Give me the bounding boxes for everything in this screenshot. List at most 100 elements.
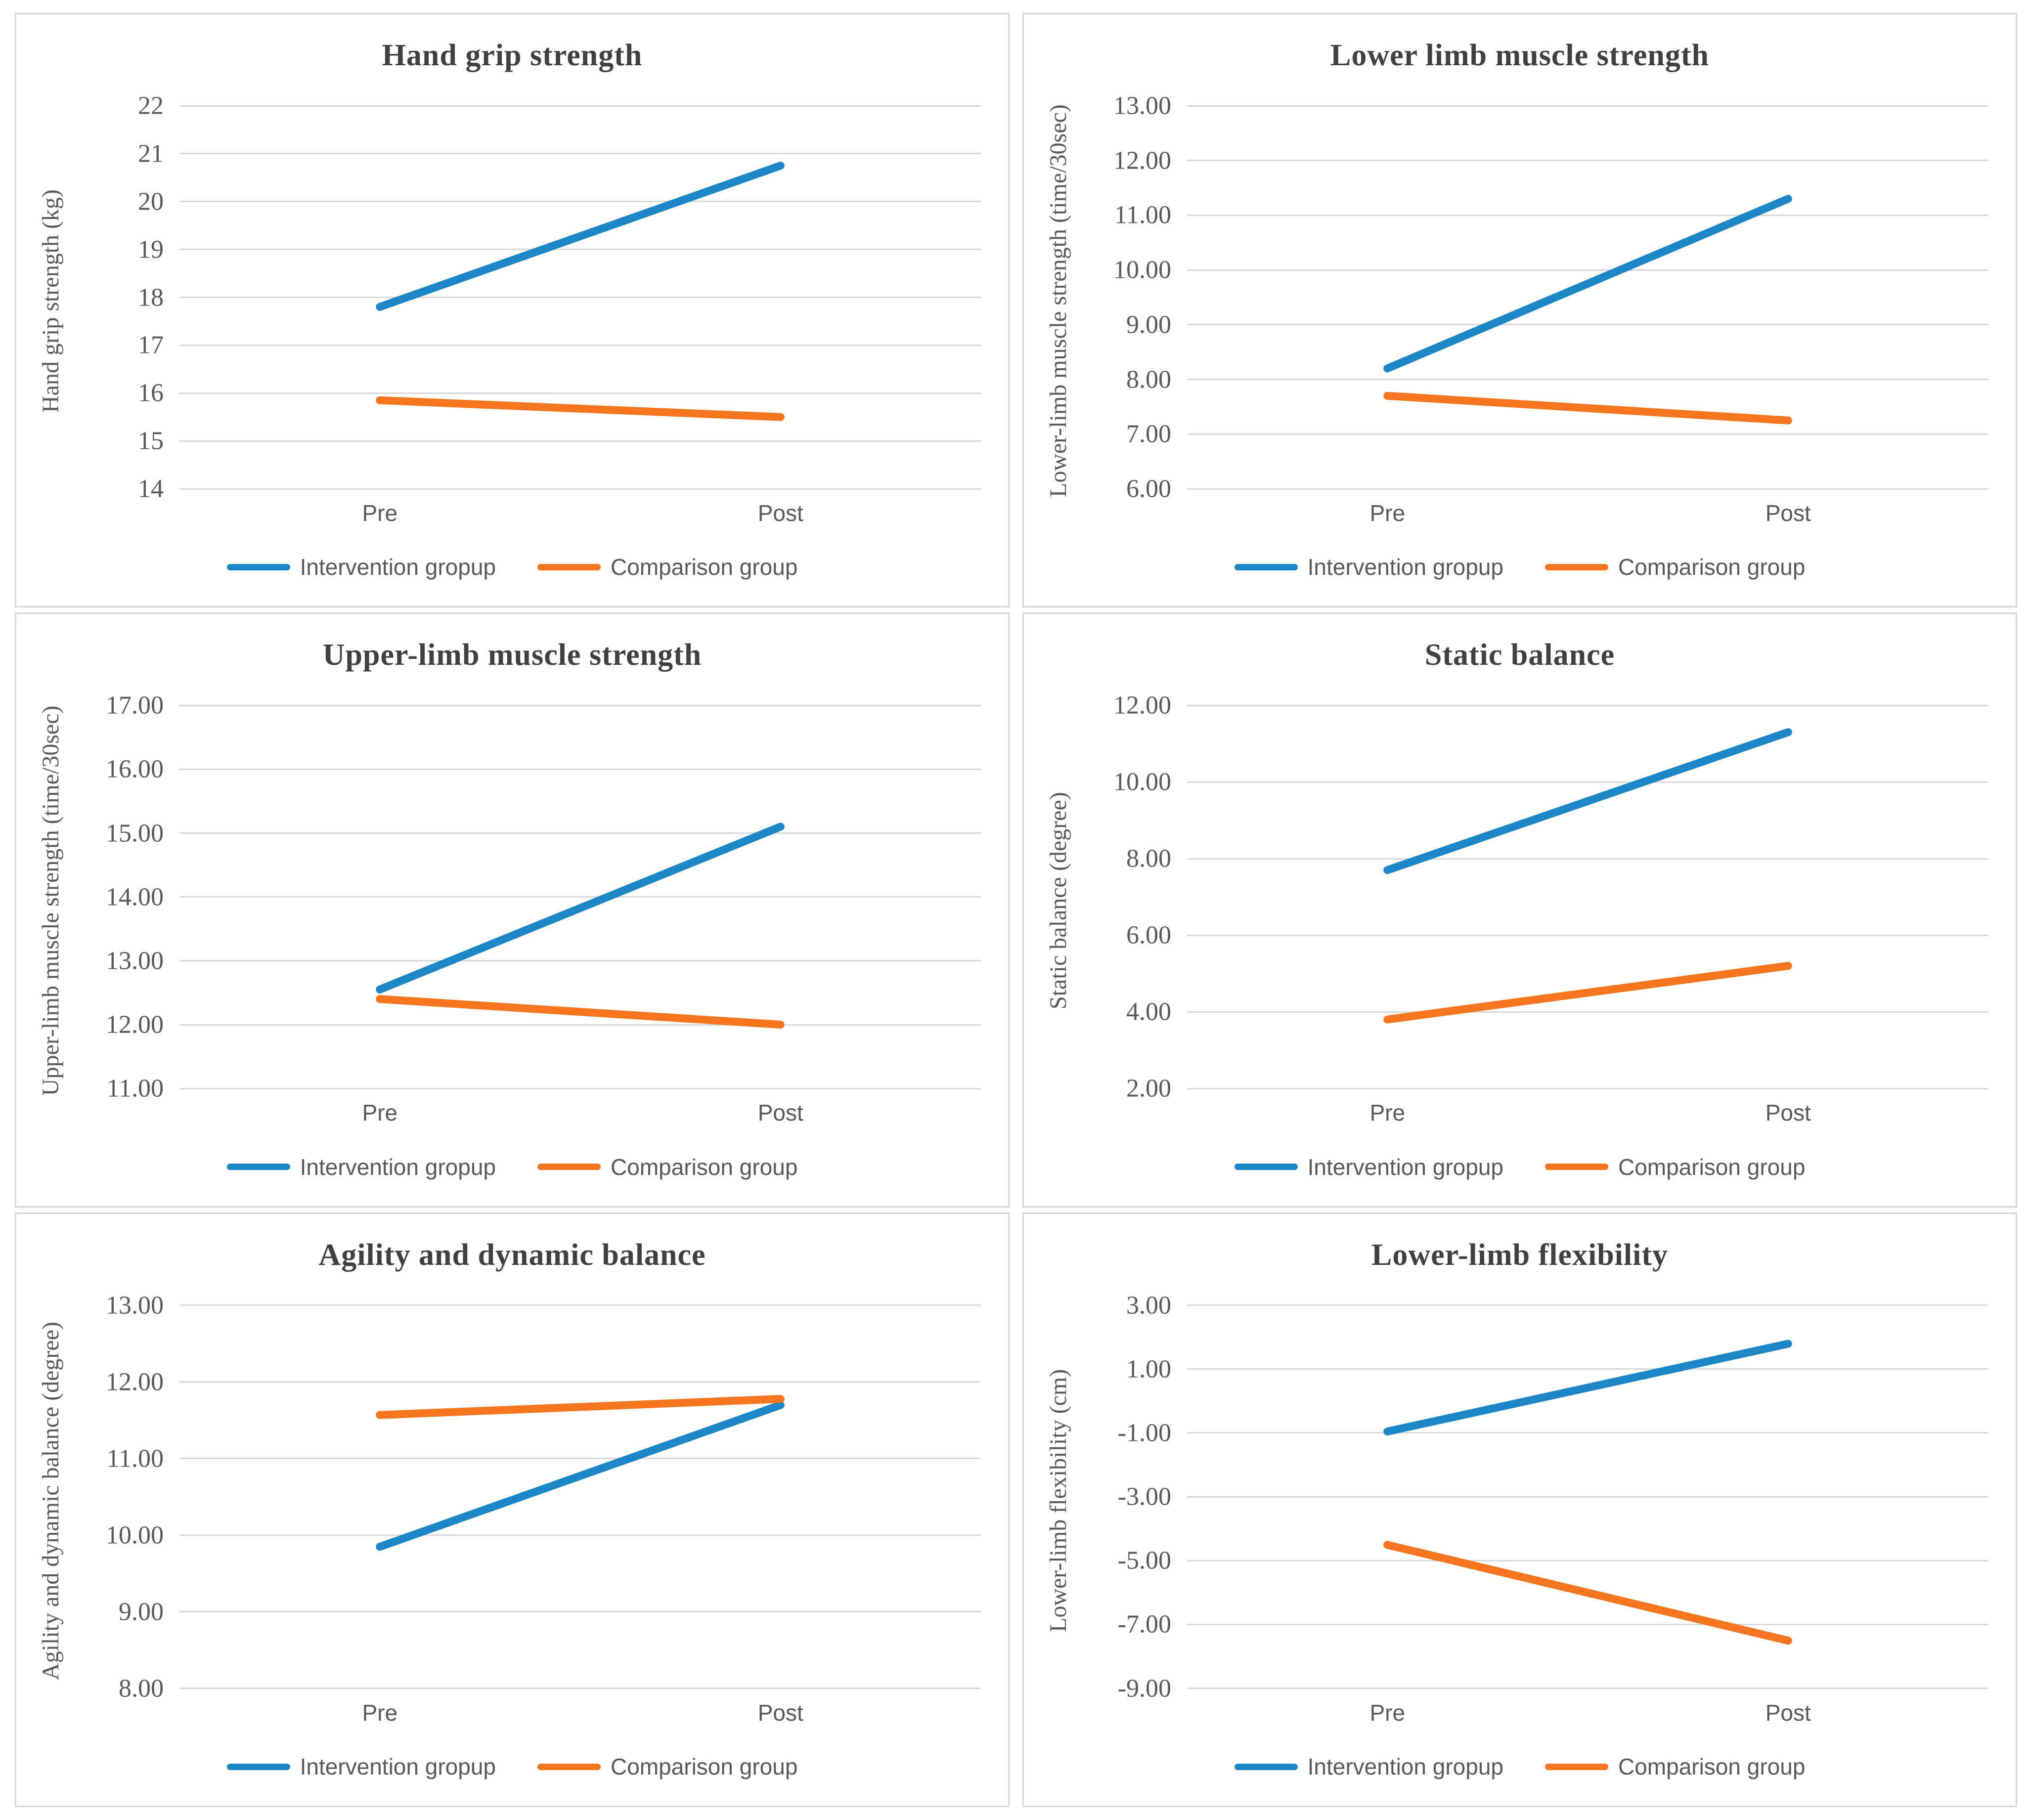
y-tick-label: 8.00 (119, 1674, 164, 1703)
series-line-intervention (376, 1401, 785, 1551)
y-axis-title: Static balance (degree) (1045, 792, 1071, 1010)
y-tick-label: 12.00 (1113, 146, 1171, 175)
series-line-intervention (1383, 728, 1792, 874)
legend: Intervention gropup Comparison group (16, 1154, 1008, 1180)
y-tick-label: 15 (138, 427, 164, 455)
series-line-comparison (376, 1394, 785, 1419)
gridline (1187, 1304, 1988, 1306)
chart-panel-lower-limb-flexibility: Lower-limb flexibility Lower-limb flexib… (1022, 1212, 2017, 1807)
series-lines-svg (376, 823, 785, 1029)
y-axis-title: Lower-limb flexibility (cm) (1045, 1369, 1071, 1632)
gridline (179, 1087, 981, 1089)
legend-line-swatch-comparison (537, 1164, 601, 1170)
gridline (179, 1534, 981, 1536)
x-category-label: Post (1765, 1699, 1811, 1726)
series-line-intervention (1383, 1340, 1792, 1435)
chart-title: Upper-limb muscle strength (322, 638, 702, 672)
gridline (179, 440, 981, 442)
y-tick-label: 16.00 (106, 755, 164, 783)
gridline (1187, 934, 1988, 936)
legend-line-swatch-intervention (226, 1763, 290, 1770)
x-category-label: Post (757, 1699, 803, 1726)
series-line-comparison (1383, 962, 1792, 1024)
legend: Intervention gropup Comparison group (1024, 1753, 2016, 1780)
legend-line-swatch-comparison (537, 563, 601, 570)
legend-item: Intervention gropup (226, 1154, 496, 1180)
series-line-comparison (376, 396, 785, 421)
y-tick-label: 15.00 (106, 819, 164, 848)
y-axis-title: Hand grip strength (kg) (38, 189, 64, 413)
y-tick-label: 1.00 (1126, 1355, 1171, 1384)
y-tick-label: 14.00 (106, 883, 164, 911)
chart-title: Lower limb muscle strength (1330, 39, 1709, 72)
y-tick-label: 17.00 (106, 691, 164, 720)
gridline (1187, 1368, 1988, 1370)
y-tick-label: 10.00 (1113, 768, 1171, 796)
y-tick-label: 22 (138, 91, 164, 120)
gridline (1187, 160, 1988, 162)
y-tick-label: 13.00 (106, 947, 164, 975)
gridline (1187, 269, 1988, 271)
y-tick-label: -5.00 (1117, 1546, 1171, 1575)
series-line-intervention (376, 823, 785, 994)
chart-title: Static balance (1424, 638, 1615, 672)
x-category-label: Post (757, 500, 803, 526)
x-category-label: Post (1765, 500, 1811, 526)
legend-label: Comparison group (1618, 554, 1806, 580)
charts-grid: Hand grip strength Hand grip strength (k… (15, 13, 2017, 1807)
y-tick-label: 11.00 (1114, 201, 1171, 229)
y-tick-label: 13.00 (1113, 91, 1171, 120)
y-tick-label: 3.00 (1126, 1291, 1171, 1320)
gridline (179, 704, 981, 706)
series-line-comparison (1383, 1541, 1792, 1645)
gridline (179, 392, 981, 394)
legend-item: Intervention gropup (1234, 1154, 1503, 1180)
x-category-label: Pre (1369, 1100, 1406, 1126)
y-tick-label: 12.00 (1113, 691, 1171, 720)
gridline (1187, 488, 1988, 490)
legend-line-swatch-intervention (226, 1164, 290, 1170)
plot-area: 2.00 4.00 6.00 8.00 10.00 12.00 Pre Post (1113, 692, 1988, 1126)
legend-label: Intervention gropup (300, 1754, 496, 1779)
y-tick-label: 17 (138, 331, 164, 359)
legend-item: Comparison group (537, 554, 797, 580)
gridline (1187, 1496, 1988, 1498)
gridline (1187, 781, 1988, 783)
legend-label: Comparison group (1618, 1154, 1806, 1180)
chart-title: Hand grip strength (382, 39, 643, 72)
x-category-label: Post (1765, 1100, 1811, 1126)
legend-label: Intervention gropup (300, 554, 496, 580)
legend-label: Comparison group (610, 1754, 798, 1779)
series-lines-svg (1383, 195, 1792, 425)
gridline (1187, 214, 1988, 216)
gridline (1187, 858, 1988, 860)
y-tick-label: 8.00 (1126, 365, 1171, 394)
y-tick-label: 8.00 (1126, 844, 1171, 873)
gridline (179, 344, 981, 346)
plot-area: 14 15 16 17 18 19 20 21 22 Pre Post (138, 92, 981, 526)
legend-line-swatch-intervention (1234, 1164, 1298, 1170)
legend-line-swatch-comparison (537, 1763, 601, 1770)
y-tick-label: 18 (138, 283, 164, 311)
legend-item: Comparison group (1545, 554, 1805, 580)
series-line-comparison (376, 995, 785, 1029)
legend-line-swatch-comparison (1545, 1763, 1608, 1770)
series-lines-svg (1383, 728, 1792, 1024)
y-tick-label: 11.00 (106, 1074, 164, 1103)
legend-line-swatch-intervention (1234, 563, 1298, 570)
plot-area: 8.00 9.00 10.00 11.00 12.00 13.00 Pre Post (106, 1291, 981, 1726)
y-tick-label: 13.00 (106, 1291, 164, 1320)
chart-panel-hand-grip-strength: Hand grip strength Hand grip strength (k… (15, 13, 1010, 608)
y-tick-label: 6.00 (1126, 475, 1171, 503)
legend-item: Intervention gropup (1234, 1753, 1503, 1780)
series-lines-svg (376, 1394, 785, 1551)
legend-label: Comparison group (1618, 1754, 1806, 1779)
y-tick-label: 12.00 (106, 1368, 164, 1396)
legend-item: Intervention gropup (226, 554, 496, 580)
legend: Intervention gropup Comparison group (16, 554, 1008, 580)
legend-item: Comparison group (537, 1154, 797, 1180)
y-axis-title: Lower-limb muscle strength (time/30sec) (1045, 104, 1071, 498)
legend-item: Comparison group (1545, 1154, 1805, 1180)
legend-label: Intervention gropup (300, 1154, 496, 1180)
series-line-comparison (1383, 391, 1792, 425)
